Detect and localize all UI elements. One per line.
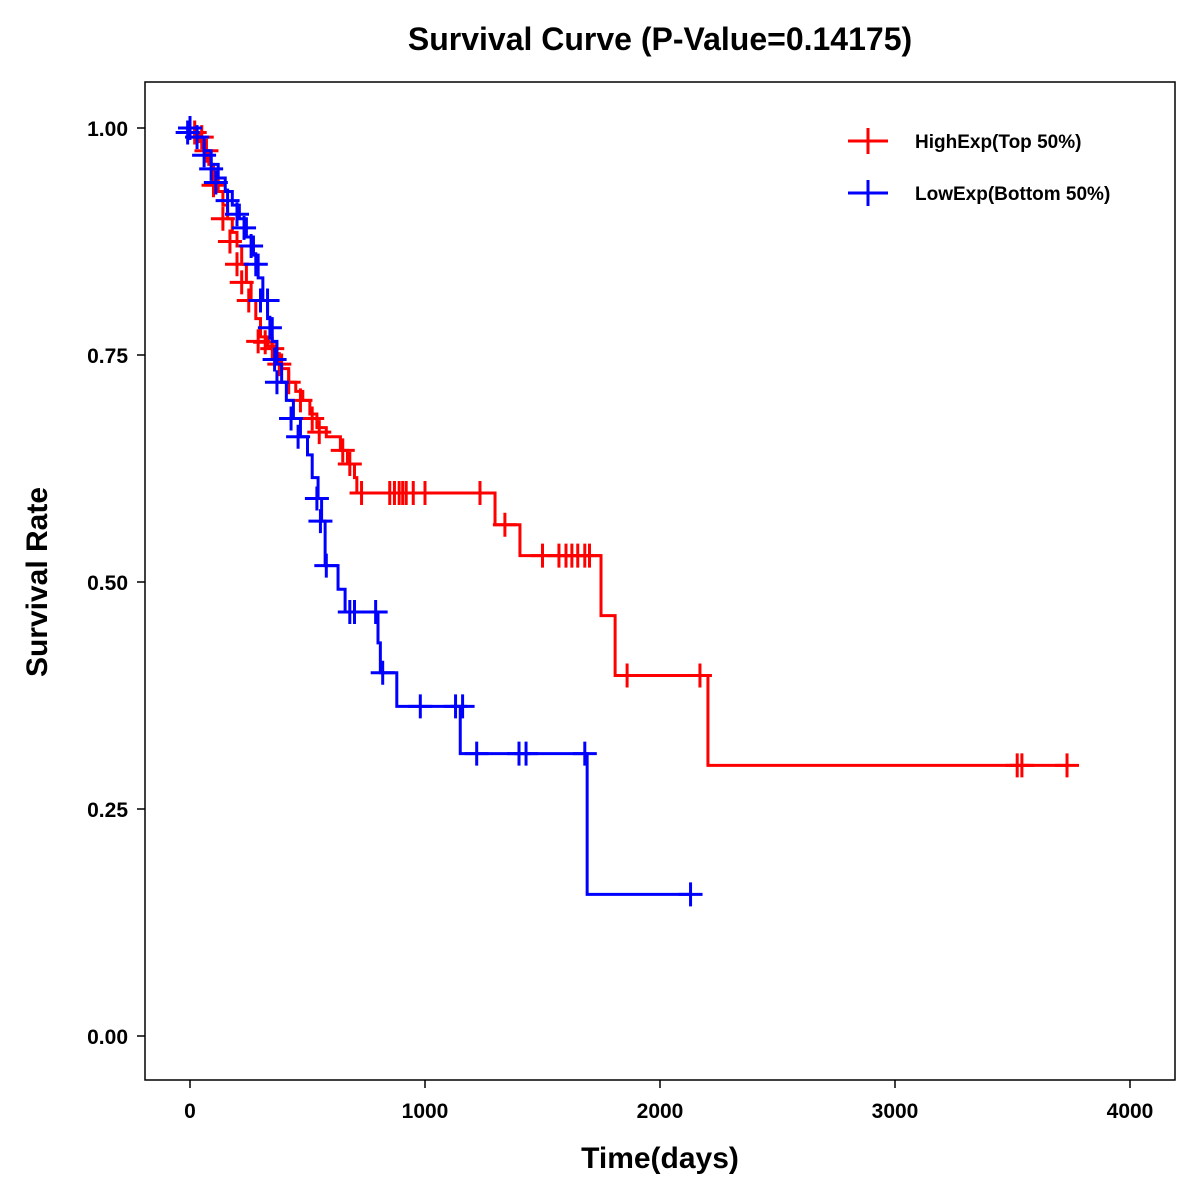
high-exp-legend-label: HighExp(Top 50%) [915, 132, 1081, 153]
x-tick-label: 0 [184, 1100, 196, 1123]
high-exp-censor-mark [337, 451, 362, 476]
y-tick-label: 0.50 [87, 572, 128, 595]
low-exp-censor-mark [304, 486, 329, 511]
low-exp-legend-symbol [848, 180, 888, 206]
high-exp-censor-mark [330, 438, 355, 463]
low-exp-survival-line [190, 126, 691, 896]
high-exp-censor-mark [615, 663, 640, 688]
high-exp-censor-mark [577, 543, 602, 568]
high-exp-censor-mark [467, 481, 492, 506]
y-tick-label: 0.00 [87, 1026, 128, 1049]
high-exp-censor-mark [1009, 753, 1034, 778]
high-exp-legend-symbol [848, 128, 888, 154]
high-exp-censor-mark [229, 270, 254, 295]
low-exp-censor-mark [199, 156, 224, 181]
high-exp-censor-mark [492, 512, 517, 537]
y-tick-label: 0.75 [87, 345, 128, 368]
low-exp-censor-mark [363, 599, 388, 624]
low-exp-censor-mark [342, 599, 367, 624]
low-exp-censor-mark [408, 694, 433, 719]
low-exp-censor-mark [255, 288, 280, 313]
low-exp-censor-mark [678, 882, 703, 907]
low-exp-censor-mark [203, 170, 228, 195]
low-exp-censor-mark [215, 188, 240, 213]
high-exp-censor-mark [300, 406, 325, 431]
low-exp-censor-mark [572, 741, 597, 766]
low-exp-censor-mark [279, 406, 304, 431]
y-tick-label: 1.00 [87, 118, 128, 141]
high-exp-censor-mark [201, 173, 226, 198]
y-tick-label: 0.25 [87, 799, 128, 822]
low-exp-censor-mark [239, 234, 264, 259]
low-exp-censor-mark [450, 694, 475, 719]
x-tick-label: 3000 [872, 1100, 919, 1123]
low-exp-legend-label: LowExp(Bottom 50%) [915, 184, 1110, 205]
low-exp-censor-mark [314, 553, 339, 578]
low-exp-censor-mark [232, 215, 257, 240]
high-exp-censor-mark [687, 663, 712, 688]
low-exp-censor-mark [192, 143, 217, 168]
low-exp-censor-mark [262, 347, 287, 372]
low-exp-censor-mark [243, 252, 268, 277]
y-axis-label: Survival Rate [21, 487, 54, 677]
x-tick-label: 4000 [1107, 1100, 1154, 1123]
low-exp-censor-mark [286, 424, 311, 449]
low-exp-censor-mark [370, 660, 395, 685]
low-exp-censor-mark [308, 509, 333, 534]
low-exp-censor-mark [225, 202, 249, 227]
chart-title: Survival Curve (P-Value=0.14175) [408, 21, 912, 57]
low-exp-censor-mark [514, 741, 539, 766]
low-exp-censor-mark [464, 741, 489, 766]
high-exp-censor-mark [413, 481, 437, 506]
high-exp-censor-mark [307, 420, 332, 445]
plot-frame [144, 81, 1176, 1081]
low-exp-censor-mark [257, 315, 282, 340]
high-exp-censor-mark [1055, 753, 1080, 778]
high-exp-censor-mark [210, 206, 235, 231]
high-exp-censor-mark [217, 229, 242, 254]
x-tick-label: 1000 [402, 1100, 449, 1123]
low-exp-censor-mark [264, 370, 289, 395]
high-exp-censor-mark [349, 481, 374, 506]
x-axis-label: Time(days) [581, 1142, 739, 1175]
x-tick-label: 2000 [637, 1100, 684, 1123]
low-exp-censor-mark [185, 125, 210, 150]
